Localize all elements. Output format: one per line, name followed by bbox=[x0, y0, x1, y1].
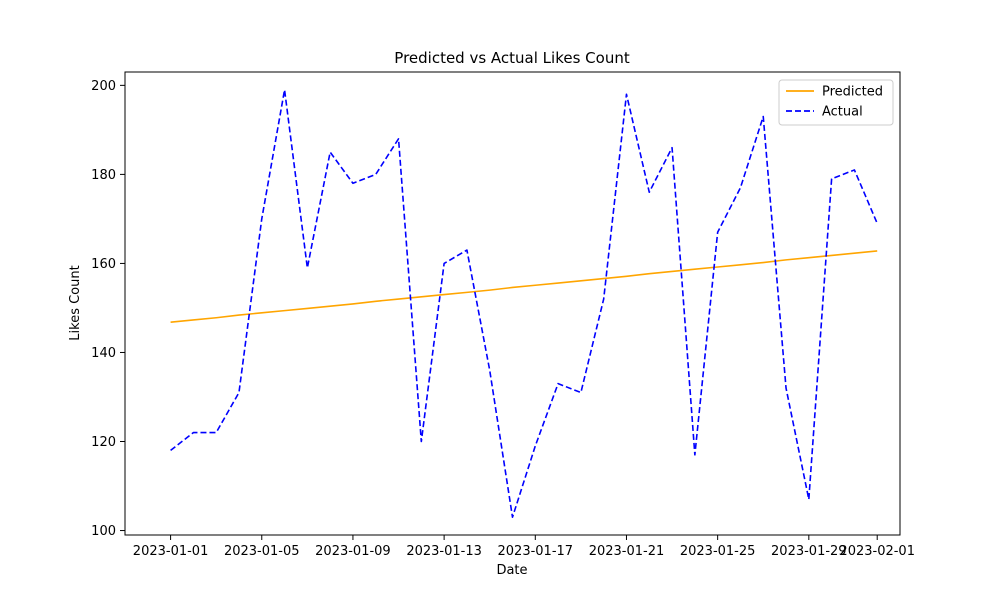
y-tick-label: 200 bbox=[91, 79, 116, 94]
y-axis: 100 120 140 160 180 200 bbox=[91, 79, 125, 539]
x-tick-label: 2023-01-17 bbox=[498, 544, 574, 559]
y-tick-label: 180 bbox=[91, 168, 116, 183]
y-tick-label: 120 bbox=[91, 435, 116, 450]
x-axis-title: Date bbox=[496, 563, 527, 578]
legend: Predicted Actual bbox=[778, 79, 894, 126]
legend-actual-label: Actual bbox=[822, 105, 863, 120]
x-tick-label: 2023-01-01 bbox=[133, 544, 209, 559]
x-tick-label: 2023-01-25 bbox=[680, 544, 756, 559]
x-tick-label: 2023-01-05 bbox=[224, 544, 300, 559]
legend-predicted-label: Predicted bbox=[822, 85, 883, 100]
x-tick-label: 2023-01-21 bbox=[589, 544, 665, 559]
y-tick-label: 160 bbox=[91, 257, 116, 272]
x-tick-label: 2023-01-29 bbox=[771, 544, 847, 559]
plot-frame bbox=[124, 71, 901, 536]
plot-area bbox=[124, 71, 901, 536]
series-line-predicted bbox=[170, 250, 878, 323]
x-axis: 2023-01-01 2023-01-05 2023-01-09 2023-01-13… bbox=[133, 535, 915, 559]
x-tick-label: 2023-02-01 bbox=[839, 544, 915, 559]
x-tick-label: 2023-01-09 bbox=[315, 544, 391, 559]
y-tick-label: 140 bbox=[91, 346, 116, 361]
chart-title: Predicted vs Actual Likes Count bbox=[394, 49, 630, 67]
x-tick-label: 2023-01-13 bbox=[406, 544, 482, 559]
y-tick-label: 100 bbox=[91, 524, 116, 539]
series-line-actual bbox=[170, 89, 878, 518]
series-layer bbox=[170, 89, 878, 518]
y-axis-title: Likes Count bbox=[68, 265, 83, 340]
